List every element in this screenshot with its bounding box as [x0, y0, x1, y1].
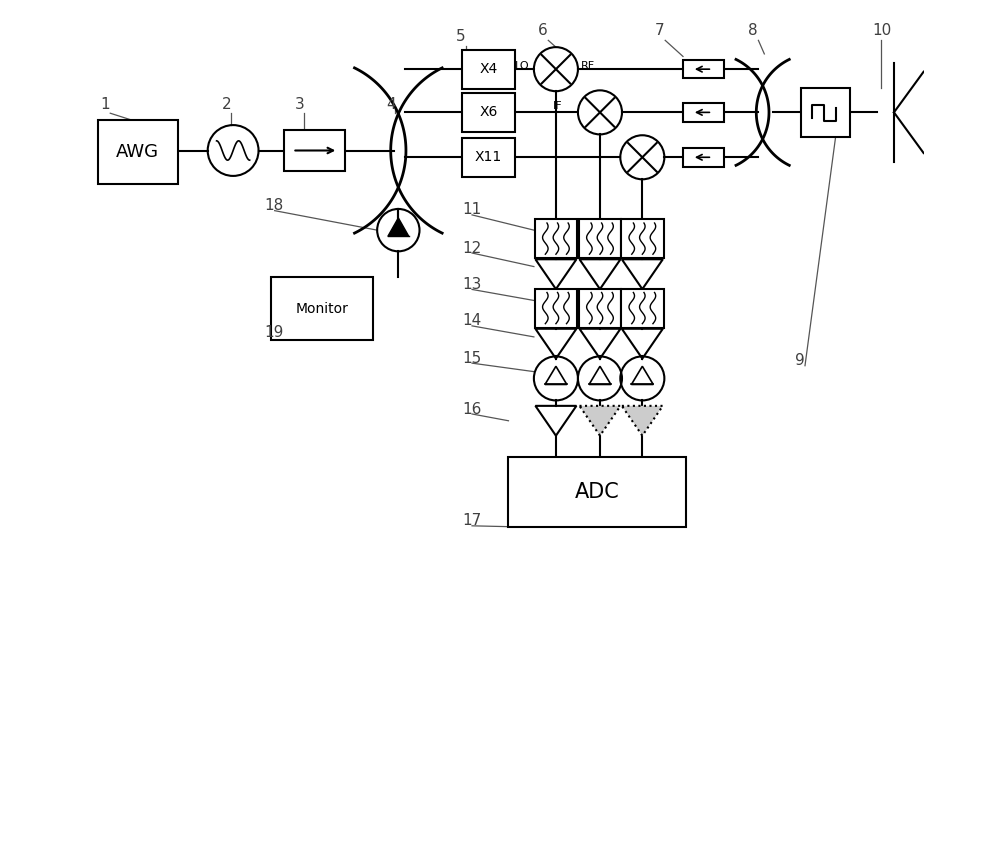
- Text: 1: 1: [100, 97, 110, 111]
- Text: 13: 13: [462, 277, 481, 292]
- Text: 16: 16: [462, 401, 481, 416]
- FancyBboxPatch shape: [462, 49, 515, 88]
- Text: 7: 7: [655, 23, 665, 37]
- Text: 18: 18: [264, 198, 284, 213]
- FancyBboxPatch shape: [271, 277, 373, 340]
- FancyBboxPatch shape: [462, 93, 515, 132]
- FancyBboxPatch shape: [621, 219, 664, 258]
- Text: 3: 3: [295, 97, 305, 111]
- Text: 14: 14: [462, 314, 481, 328]
- Text: 5: 5: [456, 29, 466, 43]
- Text: 9: 9: [795, 354, 805, 368]
- Text: X4: X4: [479, 62, 498, 76]
- FancyBboxPatch shape: [683, 148, 724, 167]
- Text: Monitor: Monitor: [296, 302, 349, 315]
- Polygon shape: [622, 405, 663, 436]
- FancyBboxPatch shape: [284, 130, 345, 171]
- FancyBboxPatch shape: [98, 120, 178, 184]
- FancyBboxPatch shape: [462, 138, 515, 177]
- Text: 19: 19: [264, 326, 284, 340]
- Text: IF: IF: [553, 101, 562, 111]
- Text: 15: 15: [462, 351, 481, 365]
- Text: AWG: AWG: [116, 143, 159, 161]
- FancyBboxPatch shape: [683, 103, 724, 122]
- Text: 12: 12: [462, 241, 481, 256]
- FancyBboxPatch shape: [683, 60, 724, 78]
- Text: 4: 4: [386, 97, 396, 111]
- Text: 10: 10: [873, 23, 892, 37]
- FancyBboxPatch shape: [535, 289, 577, 327]
- Text: 2: 2: [222, 97, 232, 111]
- Text: 6: 6: [538, 23, 548, 37]
- Text: 11: 11: [462, 202, 481, 218]
- FancyBboxPatch shape: [579, 289, 621, 327]
- FancyBboxPatch shape: [801, 88, 850, 137]
- Text: X11: X11: [475, 150, 502, 164]
- Text: ADC: ADC: [575, 482, 620, 502]
- Text: LO: LO: [515, 61, 530, 71]
- Text: RF: RF: [581, 61, 595, 71]
- Polygon shape: [579, 405, 620, 436]
- Text: 8: 8: [748, 23, 758, 37]
- FancyBboxPatch shape: [621, 289, 664, 327]
- FancyBboxPatch shape: [579, 219, 621, 258]
- Text: X6: X6: [479, 105, 498, 119]
- Text: 17: 17: [462, 513, 481, 529]
- FancyBboxPatch shape: [508, 457, 686, 527]
- Polygon shape: [388, 218, 409, 236]
- FancyBboxPatch shape: [535, 219, 577, 258]
